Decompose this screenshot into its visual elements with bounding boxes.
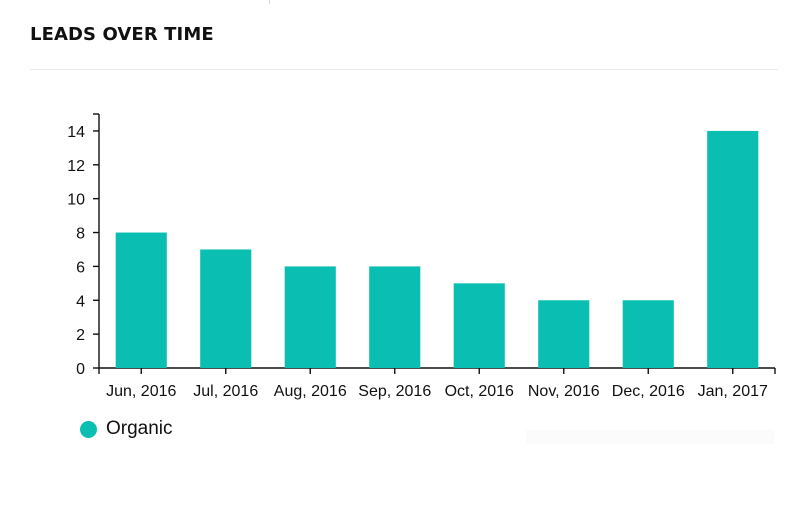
- y-tick-label: 8: [76, 226, 85, 243]
- bars-group: [115, 130, 759, 368]
- x-tick-label: Jul, 2016: [193, 383, 258, 400]
- title-divider: [30, 69, 778, 70]
- y-tick-label: 4: [76, 293, 85, 310]
- x-tick-label: Aug, 2016: [274, 383, 347, 400]
- bar-jun-2016[interactable]: [115, 232, 167, 368]
- leads-bar-chart: 0 2 4 6 8 10 12 14 Jun, 2016 Jul, 2016 Aug, 2016 S…: [67, 113, 776, 400]
- x-tick-label: Nov, 2016: [528, 383, 600, 400]
- y-tick-label: 2: [76, 327, 85, 344]
- bar-nov-2016[interactable]: [538, 300, 590, 368]
- x-tick-label: Dec, 2016: [612, 383, 685, 400]
- y-tick-label: 0: [76, 361, 85, 378]
- bar-oct-2016[interactable]: [453, 283, 505, 368]
- top-divider-tick: [269, 0, 270, 4]
- bar-sep-2016[interactable]: [369, 266, 421, 368]
- y-tick-label: 10: [67, 192, 85, 209]
- legend-label-organic[interactable]: Organic: [106, 418, 173, 439]
- y-axis: 0 2 4 6 8 10 12 14: [67, 113, 100, 378]
- y-tick-label: 14: [67, 124, 85, 141]
- faint-placeholder-box: [526, 430, 774, 444]
- x-tick-label: Jan, 2017: [698, 383, 768, 400]
- x-axis: Jun, 2016 Jul, 2016 Aug, 2016 Sep, 2016 Oct,…: [98, 367, 776, 400]
- bar-dec-2016[interactable]: [622, 300, 674, 368]
- bar-jan-2017[interactable]: [707, 130, 759, 368]
- bar-jul-2016[interactable]: [200, 249, 252, 368]
- chart-legend: Organic: [80, 418, 173, 440]
- legend-swatch-organic: [80, 420, 97, 438]
- y-tick-label: 6: [76, 259, 85, 276]
- x-tick-label: Jun, 2016: [106, 383, 176, 400]
- bar-aug-2016[interactable]: [284, 266, 336, 368]
- x-tick-label: Sep, 2016: [358, 383, 431, 400]
- y-tick-label: 12: [67, 158, 85, 175]
- chart-title: LEADS OVER TIME: [30, 24, 214, 45]
- x-tick-label: Oct, 2016: [445, 383, 514, 400]
